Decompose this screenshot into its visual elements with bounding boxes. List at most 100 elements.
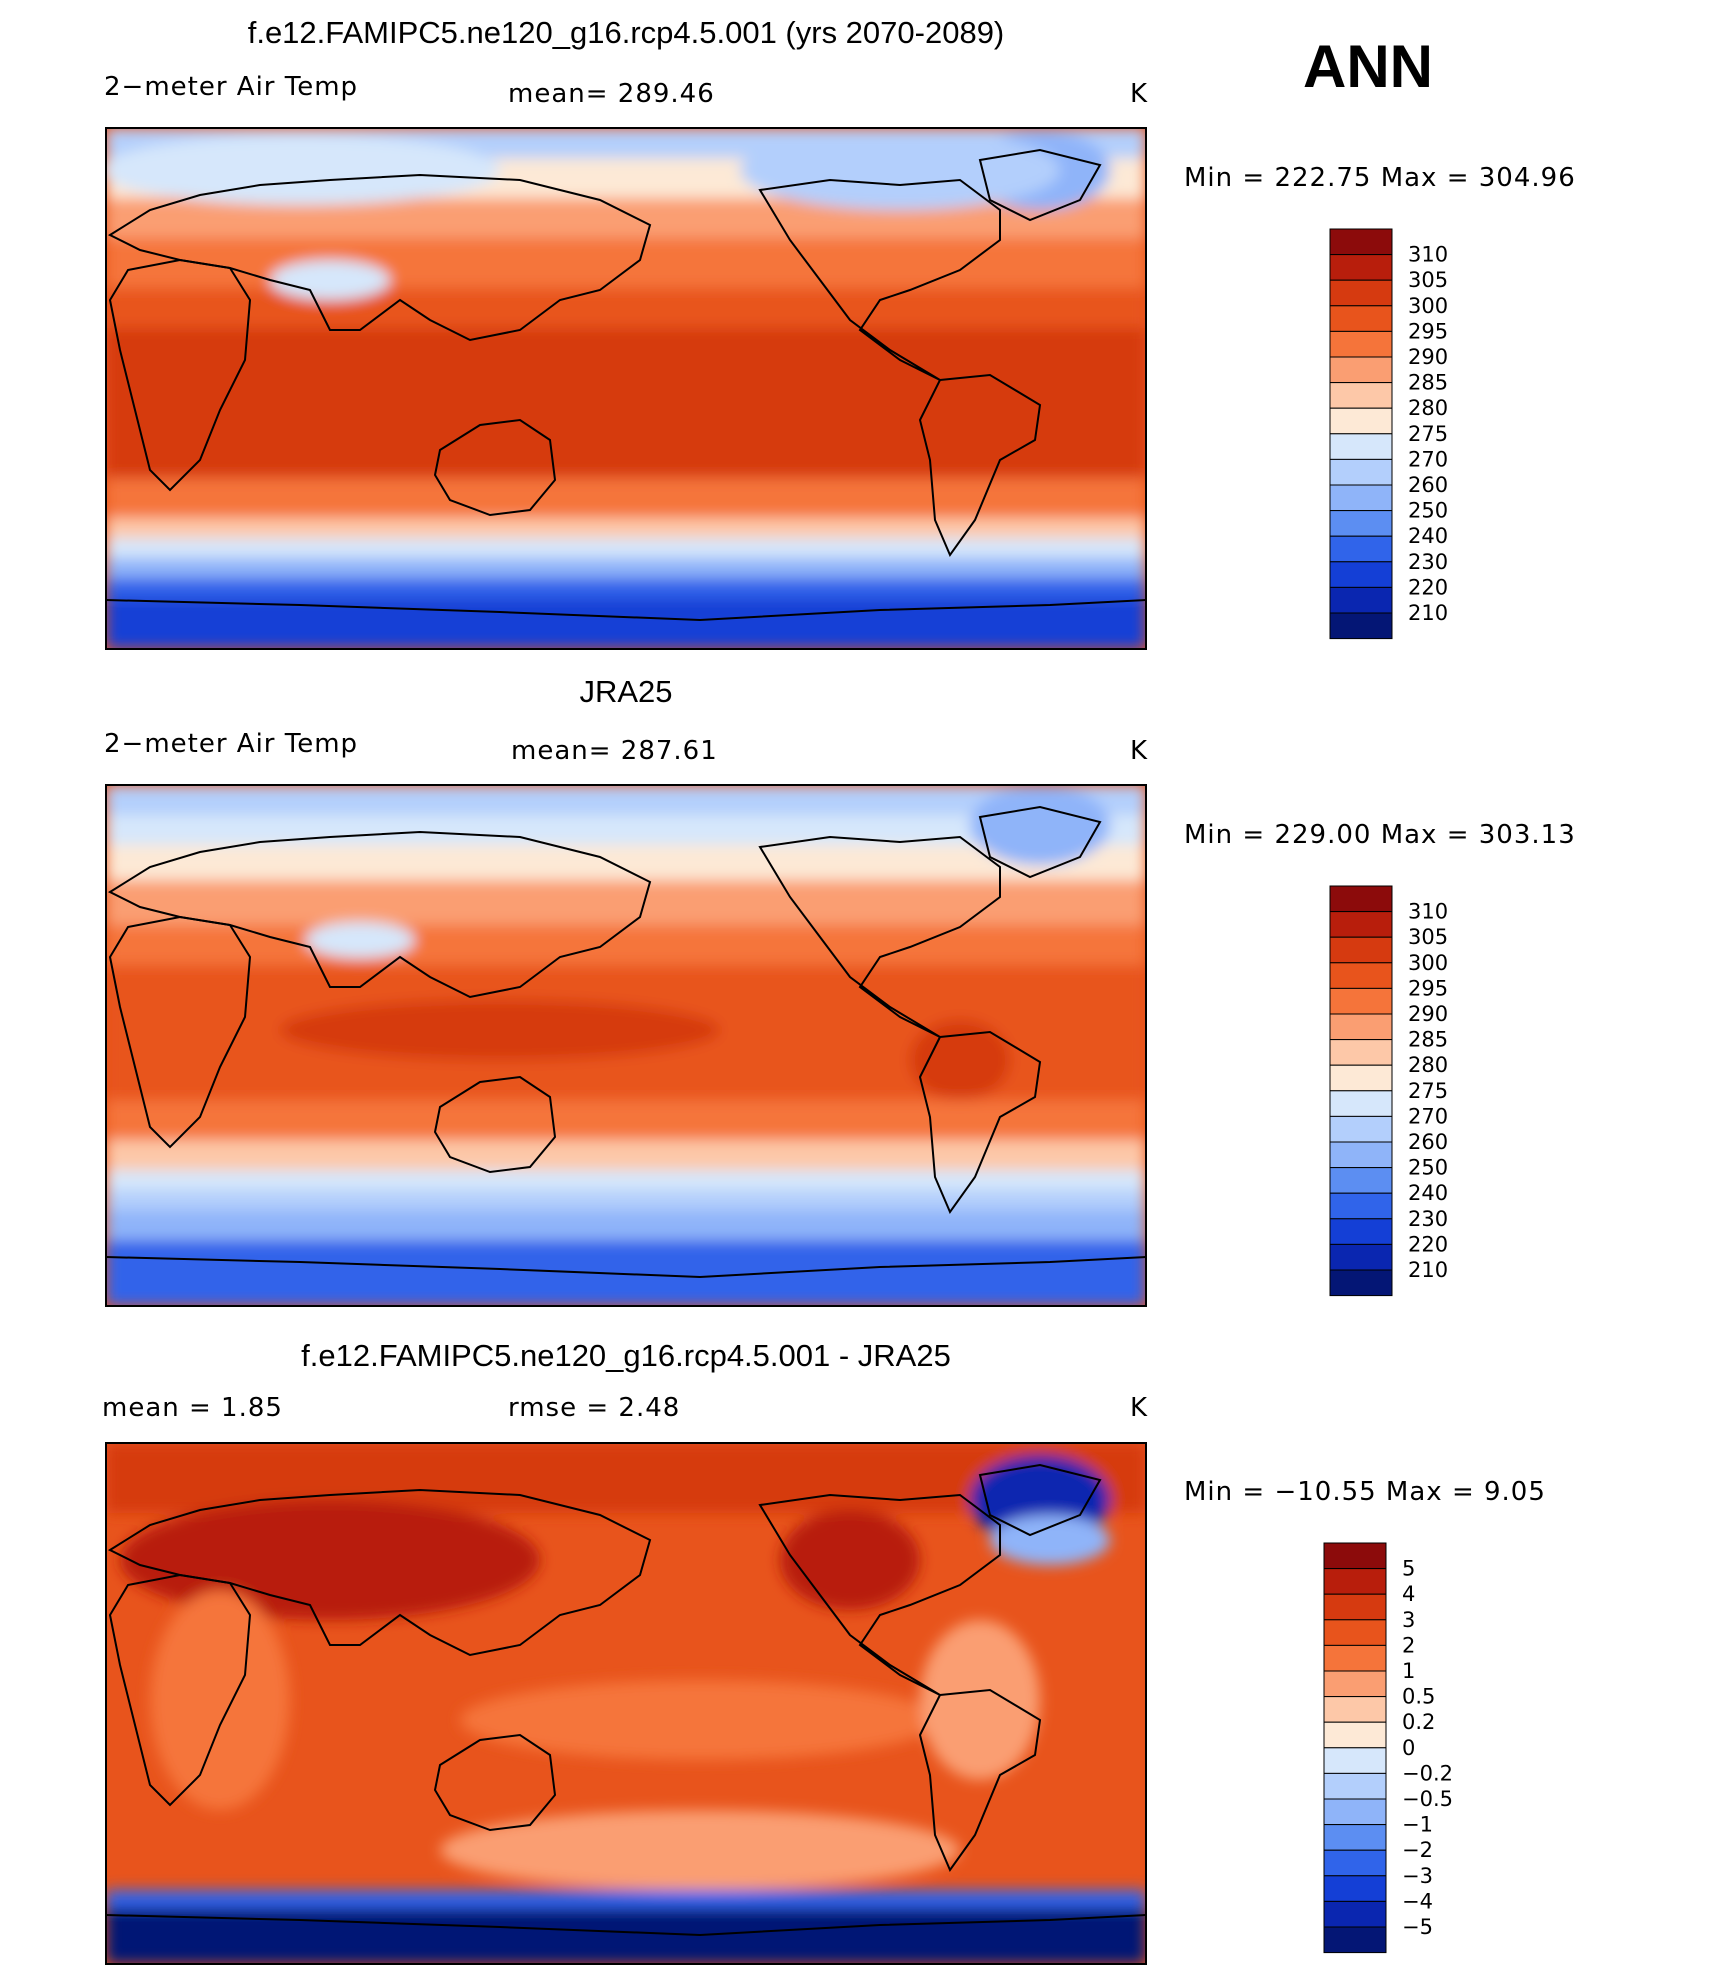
- colorbar-tick-label: 3: [1402, 1608, 1415, 1632]
- colorbar-tick-label: 0: [1402, 1736, 1415, 1760]
- colorbar-tick-label: 250: [1408, 1156, 1448, 1180]
- colorbar-tick-label: 295: [1408, 319, 1448, 343]
- colorbar-tick-label: 290: [1408, 1002, 1448, 1026]
- panel-title: f.e12.FAMIPC5.ne120_g16.rcp4.5.001 - JRA…: [301, 1338, 951, 1373]
- colorbar-box: [1329, 1039, 1393, 1066]
- colorbar-tick-label: 0.2: [1402, 1710, 1435, 1734]
- colorbar-box: [1323, 1900, 1387, 1928]
- colorbar-tick-label: 210: [1408, 601, 1448, 625]
- colorbar-box: [1329, 228, 1393, 256]
- colorbar-tick-label: −0.5: [1402, 1787, 1453, 1811]
- mean-diff-label: mean = 1.85: [102, 1393, 283, 1423]
- colorbar-tick-label: 260: [1408, 1130, 1448, 1154]
- colorbar-tick-label: 305: [1408, 925, 1448, 949]
- mean-label: mean= 287.61: [511, 736, 718, 766]
- colorbar-box: [1329, 1167, 1393, 1194]
- colorbar: 3103053002952902852802752702602502402302…: [1329, 885, 1448, 1297]
- colorbar-box: [1329, 1243, 1393, 1271]
- colorbar-box: [1329, 433, 1393, 460]
- colorbar-tick-label: 220: [1408, 575, 1448, 599]
- colorbar-box: [1323, 1593, 1387, 1621]
- map-field: [106, 1443, 1146, 1964]
- panel-title: JRA25: [579, 674, 672, 709]
- colorbar-tick-label: −5: [1402, 1915, 1433, 1939]
- colorbar-box: [1329, 305, 1393, 332]
- colorbar-box: [1329, 535, 1393, 563]
- colorbar-box: [1329, 612, 1393, 640]
- colorbar-box: [1323, 1696, 1387, 1723]
- colorbar-tick-label: 305: [1408, 268, 1448, 292]
- colorbar-tick-label: 280: [1408, 1053, 1448, 1077]
- colorbar-tick-label: −0.2: [1402, 1761, 1453, 1785]
- colorbar-box: [1329, 962, 1393, 989]
- rmse-label: rmse = 2.48: [508, 1393, 680, 1423]
- panel-model: f.e12.FAMIPC5.ne120_g16.rcp4.5.001 (yrs …: [104, 15, 1575, 650]
- colorbar-box: [1329, 1064, 1393, 1092]
- colorbar-tick-label: 0.5: [1402, 1685, 1435, 1709]
- panel-difference: f.e12.FAMIPC5.ne120_g16.rcp4.5.001 - JRA…: [102, 1338, 1546, 1965]
- colorbar-tick-label: 260: [1408, 473, 1448, 497]
- colorbar-tick-label: 275: [1408, 422, 1448, 446]
- map-field: [106, 128, 1146, 649]
- colorbar-box: [1329, 586, 1393, 614]
- colorbar-tick-label: −4: [1402, 1889, 1433, 1913]
- colorbar-tick-label: 275: [1408, 1079, 1448, 1103]
- colorbar-box: [1323, 1568, 1387, 1595]
- colorbar-tick-label: −3: [1402, 1864, 1433, 1888]
- colorbar-tick-label: 230: [1408, 1207, 1448, 1231]
- colorbar-box: [1323, 1721, 1387, 1749]
- colorbar-tick-label: 220: [1408, 1232, 1448, 1256]
- colorbar-box: [1329, 382, 1393, 409]
- colorbar-box: [1329, 936, 1393, 964]
- colorbar-box: [1329, 1218, 1393, 1245]
- colorbar-tick-label: 1: [1402, 1659, 1415, 1683]
- minmax-label: Min = −10.55 Max = 9.05: [1184, 1477, 1546, 1507]
- panel-title: f.e12.FAMIPC5.ne120_g16.rcp4.5.001 (yrs …: [248, 15, 1005, 50]
- colorbar-box: [1329, 1269, 1393, 1297]
- colorbar-box: [1329, 911, 1393, 938]
- mean-label: mean= 289.46: [508, 79, 715, 109]
- colorbar-box: [1329, 1192, 1393, 1220]
- panel-reference: JRA25 2−meter Air Temp mean= 287.61 K Mi…: [104, 674, 1576, 1307]
- colorbar-tick-label: 285: [1408, 371, 1448, 395]
- colorbar-box: [1323, 1926, 1387, 1954]
- units-label: K: [1130, 736, 1148, 766]
- colorbar-box: [1323, 1670, 1387, 1698]
- colorbar-box: [1329, 1013, 1393, 1041]
- variable-label: 2−meter Air Temp: [104, 729, 358, 759]
- colorbar-box: [1329, 407, 1393, 435]
- colorbar-tick-label: 210: [1408, 1258, 1448, 1282]
- colorbar-box: [1329, 1141, 1393, 1169]
- colorbar-tick-label: 310: [1408, 900, 1448, 924]
- colorbar-tick-label: −2: [1402, 1838, 1433, 1862]
- colorbar-box: [1329, 1115, 1393, 1143]
- colorbar-box: [1329, 561, 1393, 588]
- colorbar-box: [1323, 1824, 1387, 1851]
- variable-label: 2−meter Air Temp: [104, 72, 358, 102]
- colorbar-tick-label: 300: [1408, 951, 1448, 975]
- colorbar-box: [1329, 987, 1393, 1015]
- units-label: K: [1130, 1393, 1148, 1423]
- colorbar: 3103053002952902852802752702602502402302…: [1329, 228, 1448, 640]
- colorbar-tick-label: 240: [1408, 524, 1448, 548]
- colorbar-box: [1323, 1772, 1387, 1800]
- colorbar-tick-label: 230: [1408, 550, 1448, 574]
- minmax-label: Min = 229.00 Max = 303.13: [1184, 820, 1576, 850]
- colorbar-box: [1323, 1747, 1387, 1774]
- colorbar-box: [1323, 1849, 1387, 1877]
- colorbar-box: [1329, 510, 1393, 537]
- map-frame: [105, 784, 1147, 1307]
- colorbar-box: [1323, 1644, 1387, 1672]
- colorbar-box: [1329, 279, 1393, 307]
- colorbar-box: [1323, 1798, 1387, 1826]
- colorbar-box: [1323, 1619, 1387, 1646]
- season-label: ANN: [1303, 33, 1433, 100]
- colorbar-box: [1329, 330, 1393, 358]
- colorbar-tick-label: 5: [1402, 1557, 1415, 1581]
- colorbar-tick-label: 4: [1402, 1582, 1415, 1606]
- colorbar-tick-label: 280: [1408, 396, 1448, 420]
- colorbar-tick-label: −1: [1402, 1813, 1433, 1837]
- units-label: K: [1130, 79, 1148, 109]
